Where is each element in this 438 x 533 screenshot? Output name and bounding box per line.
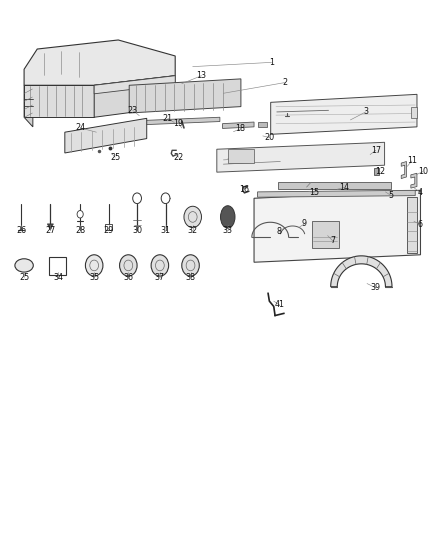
Polygon shape <box>258 190 415 197</box>
Polygon shape <box>254 190 420 262</box>
Text: 24: 24 <box>75 124 85 132</box>
FancyBboxPatch shape <box>258 122 267 127</box>
Text: 29: 29 <box>103 226 114 235</box>
Text: 21: 21 <box>162 114 173 123</box>
Text: 15: 15 <box>309 189 320 197</box>
Text: 34: 34 <box>53 273 63 281</box>
Text: 11: 11 <box>407 157 417 165</box>
Polygon shape <box>24 40 175 85</box>
Circle shape <box>77 211 83 218</box>
FancyBboxPatch shape <box>228 149 254 163</box>
Text: 31: 31 <box>161 226 170 235</box>
Text: 35: 35 <box>89 273 99 281</box>
FancyBboxPatch shape <box>407 197 417 253</box>
Text: 20: 20 <box>264 133 275 142</box>
Circle shape <box>151 255 169 276</box>
Text: 12: 12 <box>375 167 385 176</box>
Circle shape <box>161 193 170 204</box>
Text: 18: 18 <box>235 125 245 133</box>
Text: 27: 27 <box>45 226 56 235</box>
Text: 30: 30 <box>132 226 142 235</box>
Text: 7: 7 <box>330 237 336 245</box>
Circle shape <box>184 206 201 228</box>
Text: 13: 13 <box>197 71 206 80</box>
Circle shape <box>85 255 103 276</box>
Text: 36: 36 <box>124 273 133 281</box>
Polygon shape <box>223 122 254 128</box>
Polygon shape <box>24 85 33 127</box>
Polygon shape <box>47 224 53 230</box>
FancyBboxPatch shape <box>312 221 339 248</box>
Polygon shape <box>411 173 417 188</box>
Polygon shape <box>144 117 220 125</box>
Text: 17: 17 <box>371 146 381 155</box>
Text: 14: 14 <box>339 183 349 192</box>
Text: 33: 33 <box>223 226 233 235</box>
Text: 19: 19 <box>173 119 184 128</box>
FancyBboxPatch shape <box>374 168 379 175</box>
Text: 5: 5 <box>389 191 394 200</box>
Text: 8: 8 <box>277 228 282 236</box>
Text: 2: 2 <box>282 78 287 87</box>
Text: 32: 32 <box>187 226 198 235</box>
Polygon shape <box>129 79 241 113</box>
Polygon shape <box>401 161 406 179</box>
FancyBboxPatch shape <box>411 107 417 118</box>
Text: 6: 6 <box>418 221 423 229</box>
Polygon shape <box>217 142 385 172</box>
Ellipse shape <box>221 206 235 228</box>
Polygon shape <box>271 94 417 134</box>
Text: 25: 25 <box>19 273 29 281</box>
Text: 3: 3 <box>363 108 368 116</box>
Text: 39: 39 <box>371 284 381 292</box>
Circle shape <box>133 193 141 204</box>
Text: 25: 25 <box>110 153 120 161</box>
Ellipse shape <box>15 259 33 272</box>
Polygon shape <box>65 118 147 153</box>
Polygon shape <box>94 76 175 117</box>
Text: 22: 22 <box>173 153 184 161</box>
Text: 28: 28 <box>75 226 85 235</box>
Polygon shape <box>94 76 175 94</box>
Text: 37: 37 <box>155 273 165 281</box>
Text: 10: 10 <box>418 167 427 176</box>
Circle shape <box>120 255 137 276</box>
Text: 38: 38 <box>186 273 195 281</box>
Text: 26: 26 <box>16 226 26 235</box>
Text: 16: 16 <box>240 185 249 193</box>
Text: 41: 41 <box>275 301 284 309</box>
FancyBboxPatch shape <box>49 257 66 275</box>
Text: 23: 23 <box>127 106 138 115</box>
Text: 4: 4 <box>418 189 423 197</box>
Text: 1: 1 <box>269 58 274 67</box>
Polygon shape <box>331 256 392 287</box>
FancyBboxPatch shape <box>278 182 391 189</box>
FancyBboxPatch shape <box>105 224 112 230</box>
Circle shape <box>182 255 199 276</box>
Polygon shape <box>24 85 94 117</box>
Text: 9: 9 <box>302 220 307 228</box>
